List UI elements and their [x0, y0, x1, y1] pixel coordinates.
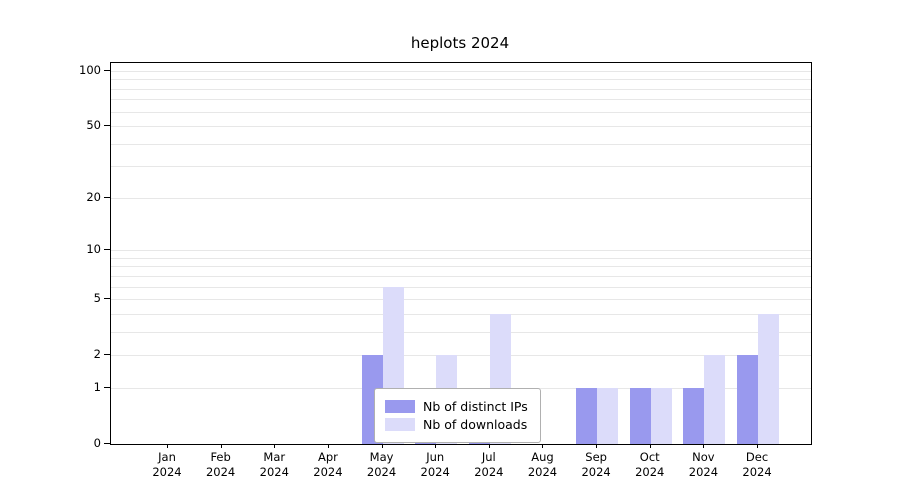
x-tick-mark	[542, 444, 544, 448]
x-tick-mark	[596, 444, 598, 448]
y-tick-mark	[104, 249, 110, 251]
x-tick-mark	[757, 444, 759, 448]
gridline	[111, 71, 811, 72]
gridline	[111, 166, 811, 168]
y-tick-mark	[104, 298, 110, 300]
x-tick-mark	[220, 444, 222, 448]
gridline	[111, 313, 811, 315]
bar-downloads-oct	[650, 387, 672, 444]
gridline	[111, 99, 811, 101]
y-tick-label: 50	[86, 118, 101, 133]
x-tick-label: Apr 2024	[313, 450, 343, 479]
x-tick-label: Aug 2024	[527, 450, 558, 479]
gridline	[111, 257, 811, 259]
x-tick-label: Mar 2024	[259, 450, 289, 479]
bar-downloads-dec	[758, 313, 780, 444]
gridline	[111, 79, 811, 81]
x-tick-label: Jul 2024	[474, 450, 504, 479]
x-tick-mark	[435, 444, 437, 448]
x-tick-mark	[703, 444, 705, 448]
y-tick-mark	[104, 196, 110, 198]
legend-item-distinct-ips: Nb of distinct IPs	[385, 399, 528, 414]
bar-distinct-ips-dec	[737, 355, 759, 444]
gridline	[111, 143, 811, 145]
y-tick-label: 1	[93, 379, 101, 394]
y-tick-label: 0	[93, 436, 101, 450]
x-tick-mark	[274, 444, 276, 448]
plot-area	[110, 62, 812, 445]
x-tick-label: May 2024	[366, 450, 397, 479]
bar-distinct-ips-nov	[683, 387, 705, 444]
y-tick-label: 10	[86, 242, 101, 257]
gridline	[111, 197, 811, 199]
x-tick-label: Jan 2024	[152, 450, 182, 479]
legend-swatch-distinct-ips	[385, 400, 415, 413]
x-tick-mark	[488, 444, 490, 448]
x-tick-label: Jun 2024	[420, 450, 450, 479]
y-tick-mark	[104, 354, 110, 356]
x-tick-mark	[167, 444, 168, 448]
gridline	[111, 331, 811, 333]
y-tick-label: 2	[93, 347, 101, 362]
chart-title: heplots 2024	[410, 34, 510, 52]
legend: Nb of distinct IPs Nb of downloads	[374, 388, 541, 443]
bar-distinct-ips-sep	[576, 387, 598, 444]
x-tick-label: Oct 2024	[635, 450, 665, 479]
gridline	[111, 266, 811, 268]
gridline	[111, 126, 811, 128]
y-tick-mark	[104, 386, 110, 388]
y-tick-mark	[104, 70, 110, 71]
gridline	[111, 250, 811, 252]
bar-downloads-nov	[704, 355, 726, 444]
y-tick-mark	[104, 125, 110, 127]
legend-label-distinct-ips: Nb of distinct IPs	[423, 399, 528, 414]
gridline	[111, 286, 811, 288]
y-tick-label: 20	[86, 189, 101, 204]
x-tick-label: Sep 2024	[581, 450, 611, 479]
bar-distinct-ips-oct	[629, 387, 651, 444]
legend-label-downloads: Nb of downloads	[423, 417, 528, 432]
legend-swatch-downloads	[385, 418, 415, 431]
gridline	[111, 88, 811, 90]
x-tick-mark	[381, 444, 383, 448]
gridline	[111, 111, 811, 113]
y-tick-label: 100	[79, 63, 101, 77]
x-tick-label: Feb 2024	[205, 450, 236, 479]
y-tick-label: 5	[93, 291, 101, 306]
gridline	[111, 299, 811, 301]
legend-item-downloads: Nb of downloads	[385, 417, 528, 432]
bar-downloads-sep	[597, 387, 619, 444]
x-tick-label: Dec 2024	[742, 450, 772, 479]
y-tick-mark	[104, 443, 110, 444]
gridline	[111, 275, 811, 277]
gridline	[111, 355, 811, 357]
x-tick-mark	[327, 444, 329, 448]
x-tick-label: Nov 2024	[688, 450, 719, 479]
x-tick-mark	[649, 444, 651, 448]
